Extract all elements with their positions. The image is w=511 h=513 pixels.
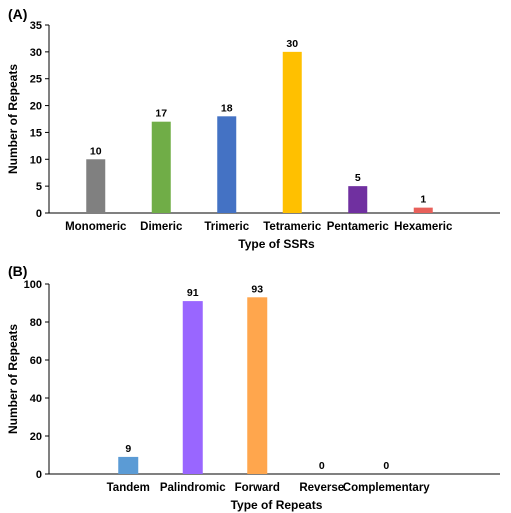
y-tick-label: 60	[30, 355, 42, 367]
y-tick-label: 0	[36, 469, 42, 481]
chart-panel-b: (B) 0 20 40 60 80 100 9 Tandem 91 Palindromic 93 For…	[6, 263, 500, 512]
y-tick-label: 0	[36, 208, 42, 220]
y-tick-label: 20	[30, 101, 42, 113]
y-axis-title: Number of Repeats	[6, 324, 20, 434]
x-category-label: Dimeric	[140, 221, 183, 233]
bar-tandem	[118, 456, 139, 474]
x-category-label: Pentameric	[327, 221, 390, 233]
bar-pentameric	[348, 186, 368, 213]
x-category-label: Trimeric	[204, 221, 249, 233]
y-tick-label: 30	[30, 47, 42, 59]
bar-monomeric	[86, 159, 106, 213]
data-label: 0	[319, 460, 325, 472]
panel-label: (A)	[8, 6, 27, 22]
y-tick-label: 80	[30, 317, 42, 329]
data-label: 10	[90, 145, 102, 157]
y-tick-label: 100	[24, 279, 42, 291]
bar-trimeric	[217, 116, 237, 213]
bar-palindromic	[182, 301, 203, 474]
data-label: 5	[355, 172, 361, 184]
chart-panel-a: (A)0510152025303510Monomeric17Dimeric18T…	[6, 6, 500, 251]
data-label: 93	[251, 283, 263, 295]
bar-hexameric	[413, 207, 433, 213]
y-axis-title: Number of Repeats	[6, 64, 20, 174]
x-category-label: Forward	[235, 482, 280, 494]
x-axis-title: Type of SSRs	[238, 237, 315, 251]
y-tick-label: 20	[30, 431, 42, 443]
data-label: 0	[383, 460, 389, 472]
y-tick-label: 15	[30, 127, 42, 139]
bar-forward	[247, 297, 268, 474]
data-label: 91	[187, 287, 199, 299]
y-tick-label: 35	[30, 20, 42, 32]
x-category-label: Reverse	[299, 482, 344, 494]
panel-label: (B)	[8, 263, 27, 279]
x-category-label: Palindromic	[160, 482, 226, 494]
bar-tetrameric	[282, 51, 302, 213]
x-category-label: Tetrameric	[263, 221, 322, 233]
y-tick-label: 40	[30, 393, 42, 405]
data-label: 17	[155, 108, 167, 120]
y-tick-label: 10	[30, 154, 42, 166]
data-label: 9	[125, 443, 131, 455]
y-tick-label: 5	[36, 181, 42, 193]
bar-dimeric	[151, 121, 171, 213]
y-tick-label: 25	[30, 74, 42, 86]
data-label: 30	[286, 38, 298, 50]
x-category-label: Complementary	[343, 482, 431, 494]
data-label: 18	[221, 102, 233, 114]
x-axis-title: Type of Repeats	[231, 498, 323, 512]
data-label: 1	[420, 194, 426, 206]
x-category-label: Monomeric	[65, 221, 127, 233]
x-category-label: Tandem	[107, 482, 150, 494]
x-category-label: Hexameric	[394, 221, 453, 233]
